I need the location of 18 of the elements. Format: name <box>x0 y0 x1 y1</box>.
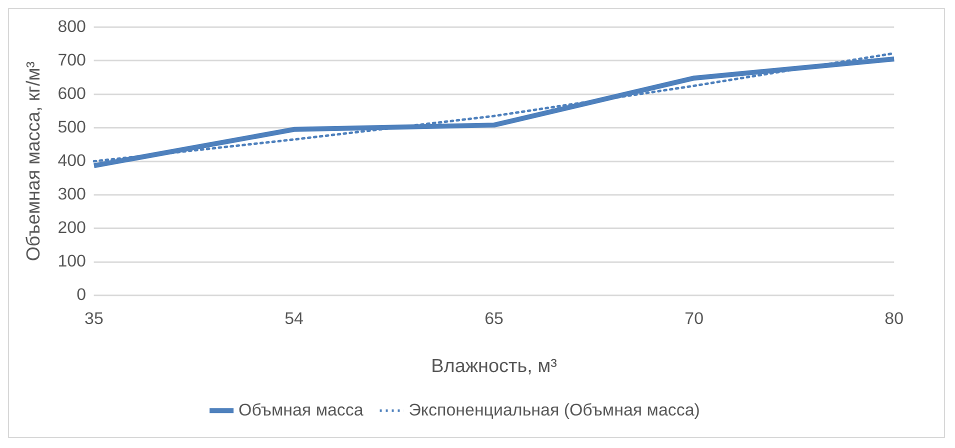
y-tick-label: 100 <box>58 252 86 271</box>
y-tick-label: 500 <box>58 117 86 136</box>
legend-label: Объмная масса <box>238 400 364 420</box>
legend-label: Экспоненциальная (Объмная масса) <box>408 400 700 420</box>
x-tick-label: 80 <box>884 309 904 328</box>
y-tick-label: 300 <box>58 184 86 204</box>
x-axis-title: Влажность, м³ <box>431 356 557 378</box>
y-tick-label: 200 <box>58 218 86 238</box>
y-tick-label: 0 <box>76 285 86 304</box>
x-tick-label: 65 <box>484 309 504 328</box>
y-tick-label: 400 <box>58 150 86 170</box>
y-axis-title: Объемная масса, кг/м³ <box>24 61 45 262</box>
y-tick-label: 700 <box>58 50 86 70</box>
x-tick-label: 54 <box>284 309 304 328</box>
y-tick-label: 800 <box>58 16 86 36</box>
x-tick-label: 70 <box>684 309 704 328</box>
x-tick-label: 35 <box>84 309 104 328</box>
y-tick-label: 600 <box>58 84 86 103</box>
